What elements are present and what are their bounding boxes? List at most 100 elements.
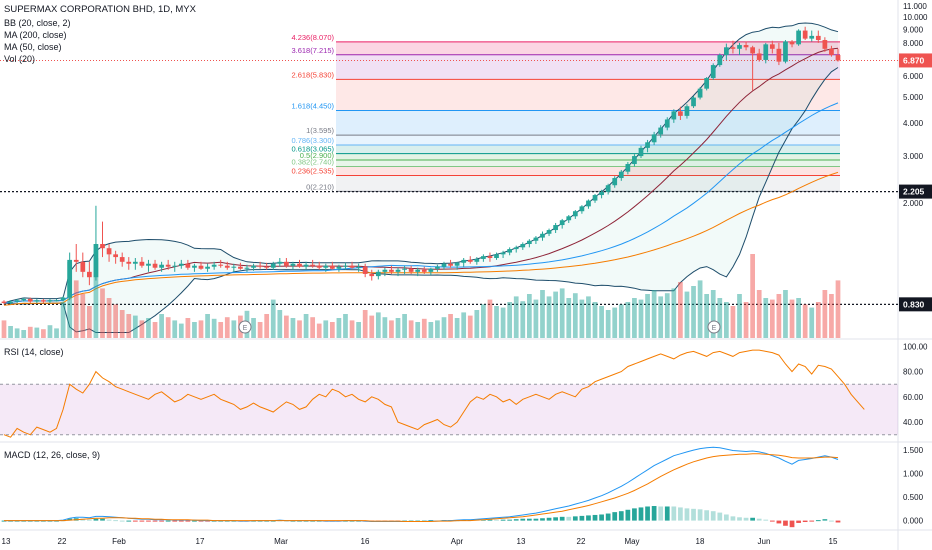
candle-body bbox=[737, 45, 742, 49]
volume-bar bbox=[533, 299, 539, 338]
last-price-tag: 6.870 bbox=[903, 55, 925, 65]
fib-label: 0.236(2.535) bbox=[291, 166, 334, 175]
macd-histogram-bar bbox=[559, 516, 565, 521]
volume-bar bbox=[769, 299, 775, 338]
volume-bar bbox=[382, 317, 388, 338]
candle-body bbox=[238, 266, 243, 269]
x-tick: 22 bbox=[58, 537, 67, 546]
volume-bar bbox=[152, 322, 158, 338]
fib-zone bbox=[336, 79, 840, 111]
macd-histogram-bar bbox=[684, 508, 690, 521]
volume-bar bbox=[526, 294, 532, 338]
macd-histogram-bar bbox=[159, 520, 164, 522]
candle-body bbox=[769, 44, 775, 49]
x-tick: 15 bbox=[829, 537, 838, 546]
macd-histogram-bar bbox=[776, 520, 782, 524]
indicator-ma50: MA (50, close) bbox=[4, 42, 62, 52]
price-tick: 4.000 bbox=[903, 119, 924, 128]
volume-bar bbox=[723, 302, 729, 338]
volume-bar bbox=[625, 302, 631, 338]
candle-body bbox=[605, 185, 611, 192]
fib-zone bbox=[336, 110, 840, 136]
volume-bar bbox=[159, 314, 164, 338]
candle-body bbox=[126, 261, 132, 264]
candle-body bbox=[441, 263, 447, 267]
volume-bar bbox=[612, 307, 618, 338]
macd-histogram-bar bbox=[579, 515, 585, 521]
candle-body bbox=[323, 265, 329, 268]
candle-body bbox=[257, 265, 263, 267]
candle-body bbox=[763, 44, 769, 60]
volume-bar bbox=[54, 328, 59, 338]
volume-bar bbox=[336, 318, 342, 338]
volume-bar bbox=[671, 288, 677, 338]
candle-body bbox=[750, 47, 755, 54]
candle-body bbox=[579, 206, 585, 212]
fib-zone bbox=[336, 54, 840, 80]
candle-body bbox=[41, 300, 46, 302]
volume-bar bbox=[704, 294, 710, 338]
x-tick: Mar bbox=[274, 537, 288, 546]
last-price-tag-bg bbox=[899, 53, 932, 68]
volume-bar bbox=[540, 290, 545, 338]
x-tick: 13 bbox=[517, 537, 526, 546]
candle-body bbox=[21, 298, 27, 301]
x-tick: Jun bbox=[758, 537, 771, 546]
fib-zone bbox=[336, 166, 840, 176]
volume-bar bbox=[303, 314, 309, 338]
candle-body bbox=[310, 264, 316, 266]
volume-bar bbox=[789, 299, 795, 338]
macd-histogram-bar bbox=[192, 520, 197, 522]
macd-histogram-bar bbox=[625, 509, 631, 521]
candle-body bbox=[113, 254, 119, 258]
volume-bar bbox=[192, 322, 197, 338]
candle-body bbox=[566, 216, 572, 221]
candle-body bbox=[428, 268, 434, 272]
candle-body bbox=[789, 41, 795, 45]
macd-histogram-bar bbox=[113, 520, 119, 522]
candle-body bbox=[743, 45, 749, 48]
macd-histogram-bar bbox=[717, 512, 723, 521]
earnings-marker-label: E bbox=[243, 325, 248, 332]
candle-body bbox=[802, 30, 808, 39]
rsi-tick: 80.00 bbox=[903, 368, 924, 377]
candle-body bbox=[284, 261, 289, 266]
volume-bar bbox=[632, 298, 637, 338]
volume-bar bbox=[487, 299, 493, 338]
volume-bar bbox=[402, 314, 407, 338]
volume-bar bbox=[60, 302, 66, 338]
candle-body bbox=[454, 262, 460, 266]
volume-bar bbox=[80, 294, 86, 338]
fib-zone bbox=[336, 145, 840, 154]
macd-histogram-bar bbox=[487, 519, 493, 521]
candle-body bbox=[211, 264, 217, 267]
volume-bar bbox=[717, 298, 723, 338]
ma200-line bbox=[3, 171, 839, 306]
fib-label: 0(2.210) bbox=[306, 182, 334, 191]
candle-body bbox=[658, 127, 664, 135]
macd-histogram-bar bbox=[671, 506, 677, 521]
candle-body bbox=[80, 261, 86, 272]
candle-body bbox=[336, 266, 342, 269]
volume-bar bbox=[737, 294, 742, 338]
macd-histogram-bar bbox=[743, 517, 749, 521]
volume-bar bbox=[310, 317, 316, 338]
macd-histogram-bar bbox=[513, 519, 519, 521]
candle-body bbox=[533, 237, 539, 241]
candle-body bbox=[494, 254, 499, 259]
candle-body bbox=[159, 264, 164, 268]
macd-histogram-bar bbox=[500, 519, 506, 521]
candle-body bbox=[375, 271, 381, 277]
volume-bar bbox=[323, 320, 329, 338]
fib-label: 0.786(3.300) bbox=[291, 136, 334, 145]
volume-bar bbox=[47, 325, 53, 338]
candle-body bbox=[664, 119, 670, 128]
candle-body bbox=[612, 178, 618, 186]
volume-bar bbox=[290, 318, 296, 338]
fib-zone bbox=[336, 153, 840, 160]
candle-body bbox=[572, 211, 578, 217]
macd-histogram-bar bbox=[723, 514, 729, 521]
volume-bar bbox=[362, 310, 368, 338]
fib-label: 0.382(2.740) bbox=[291, 158, 334, 167]
